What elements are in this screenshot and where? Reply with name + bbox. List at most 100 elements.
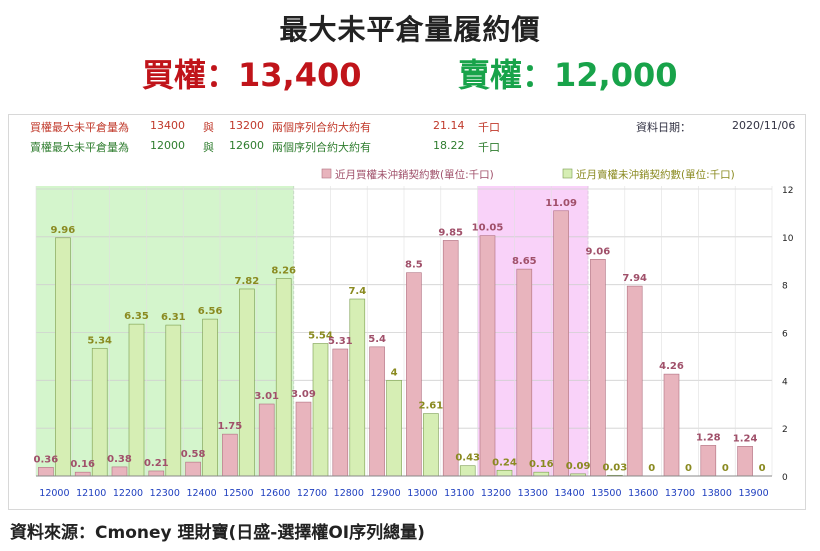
put-value-label-12200: 6.35: [124, 311, 149, 322]
x-tick-12400: 12400: [186, 488, 216, 499]
x-tick-12000: 12000: [39, 488, 69, 499]
legend-label-call: 近月買權未沖銷契約數(單位:千口): [335, 168, 494, 181]
put-value-label-13800: 0: [722, 463, 729, 474]
put-value-label-12400: 6.56: [198, 306, 223, 317]
legend-label-put: 近月賣權未沖銷契約數(單位:千口): [576, 168, 735, 181]
y-tick-10: 10: [782, 234, 794, 244]
put-bar-12500: [239, 288, 255, 477]
x-tick-13300: 13300: [518, 488, 548, 499]
y-tick-4: 4: [782, 377, 788, 387]
put-bar-12700: [312, 343, 329, 477]
put-bar-13000: [423, 413, 439, 477]
put-value-label-12300: 6.31: [161, 312, 186, 323]
call-info-amount: 21.14: [433, 119, 465, 132]
call-bar-12800: [332, 348, 349, 477]
x-tick-12800: 12800: [334, 488, 364, 499]
call-value-label-12600: 3.01: [254, 391, 279, 402]
x-tick-12200: 12200: [113, 488, 143, 499]
put-value-label-13400: 0.09: [566, 461, 591, 472]
call-value-label-12400: 0.58: [181, 449, 206, 460]
call-bar-13200: [479, 235, 496, 477]
x-tick-12900: 12900: [370, 488, 400, 499]
legend-swatch-put: [562, 168, 573, 179]
call-bar-12600: [258, 403, 275, 477]
call-bar-13100: [442, 240, 459, 477]
call-bar-12200: [111, 466, 128, 477]
call-value-label-12000: 0.36: [34, 454, 59, 465]
put-value-label-13300: 0.16: [529, 459, 554, 470]
call-value-label-13000: 8.5: [405, 260, 423, 271]
put-value-label-13000: 2.61: [419, 401, 444, 412]
source-note: 資料來源：Cmoney 理財寶(日盛-選擇權OI序列總量): [10, 523, 425, 543]
put-bar-13100: [459, 465, 476, 477]
call-info-prefix: 買權最大未平倉量為: [30, 121, 129, 134]
page-title: 最大未平倉量履約價: [279, 13, 541, 46]
x-tick-12300: 12300: [150, 488, 180, 499]
x-tick-13000: 13000: [407, 488, 437, 499]
highlight-zone-13200: [477, 186, 588, 476]
put-info-value2: 12600: [229, 139, 264, 152]
call-bar-13500: [590, 259, 606, 477]
call-value-label-12200: 0.38: [107, 454, 132, 465]
put-value-label-12100: 5.34: [87, 335, 112, 346]
put-value-label-13100: 0.43: [455, 453, 480, 464]
put-bar-12600: [275, 278, 292, 477]
call-bar-13300: [516, 268, 533, 477]
call-value-label-12300: 0.21: [144, 458, 169, 469]
call-bar-13900: [737, 446, 753, 477]
put-value-label-13900: 0: [759, 463, 766, 474]
call-max-strike: 買權：13,400: [142, 56, 362, 94]
call-bar-13400: [553, 210, 569, 477]
call-bar-12500: [222, 433, 238, 477]
call-value-label-12700: 3.09: [291, 389, 316, 400]
put-value-label-12600: 8.26: [271, 265, 296, 276]
y-tick-12: 12: [782, 186, 793, 196]
call-bar-13600: [626, 285, 643, 477]
put-bar-12800: [349, 298, 366, 477]
legend-swatch-call: [321, 168, 332, 179]
put-bar-12900: [386, 380, 402, 477]
x-tick-13400: 13400: [554, 488, 584, 499]
call-info-desc: 兩個序列合約大約有: [272, 121, 371, 134]
put-value-label-13700: 0: [685, 463, 692, 474]
x-tick-13200: 13200: [481, 488, 511, 499]
y-tick-0: 0: [782, 473, 788, 483]
call-value-label-13100: 9.85: [438, 227, 463, 238]
date-label: 資料日期：: [636, 121, 691, 134]
call-value-label-13900: 1.24: [733, 433, 758, 444]
call-bar-13000: [406, 272, 422, 477]
put-value-label-13200: 0.24: [492, 457, 517, 468]
call-value-label-13700: 4.26: [659, 361, 684, 372]
call-value-label-12500: 1.75: [218, 421, 243, 432]
x-tick-13600: 13600: [628, 488, 658, 499]
x-tick-13900: 13900: [738, 488, 768, 499]
put-value-label-12000: 9.96: [51, 225, 76, 236]
call-value-label-13600: 7.94: [622, 273, 647, 284]
call-value-label-12800: 5.31: [328, 336, 353, 347]
put-bar-12000: [55, 237, 71, 477]
call-value-label-13400: 11.09: [545, 198, 577, 209]
put-value-label-13600: 0: [648, 463, 655, 474]
y-tick-2: 2: [782, 425, 788, 435]
call-value-label-13300: 8.65: [512, 256, 537, 267]
x-tick-12100: 12100: [76, 488, 106, 499]
x-tick-13700: 13700: [665, 488, 695, 499]
call-bar-12300: [148, 470, 165, 477]
x-tick-12500: 12500: [223, 488, 253, 499]
put-info-unit: 千口: [478, 141, 500, 154]
call-info-and: 與: [203, 121, 214, 134]
put-value-label-12900: 4: [391, 367, 398, 378]
call-bar-13800: [700, 445, 717, 477]
call-info-value2: 13200: [229, 119, 264, 132]
put-max-strike: 賣權：12,000: [458, 56, 678, 94]
put-value-label-12800: 7.4: [348, 286, 366, 297]
put-bar-12300: [165, 324, 182, 477]
put-value-label-13500: 0.03: [603, 462, 628, 473]
call-info-unit: 千口: [478, 121, 500, 134]
call-bar-12400: [185, 461, 201, 477]
call-bar-12100: [74, 471, 91, 477]
y-tick-8: 8: [782, 282, 788, 292]
put-info-desc: 兩個序列合約大約有: [272, 141, 371, 154]
put-info-and: 與: [203, 141, 214, 154]
